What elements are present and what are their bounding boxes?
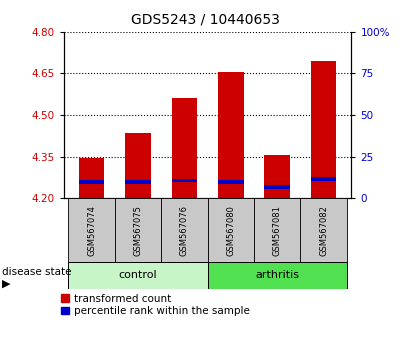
Text: GSM567082: GSM567082 [319, 205, 328, 256]
Text: arthritis: arthritis [255, 270, 299, 280]
Text: GSM567080: GSM567080 [226, 205, 235, 256]
Text: GSM567076: GSM567076 [180, 205, 189, 256]
Bar [172, 178, 197, 182]
Bar [264, 155, 290, 198]
FancyBboxPatch shape [254, 198, 300, 262]
Bar [172, 98, 197, 198]
FancyBboxPatch shape [208, 262, 347, 289]
Text: disease state: disease state [2, 267, 72, 277]
Bar [311, 177, 336, 181]
Bar [79, 158, 104, 198]
Bar [264, 185, 290, 189]
FancyBboxPatch shape [208, 198, 254, 262]
Text: GSM567074: GSM567074 [87, 205, 96, 256]
Bar [218, 180, 243, 183]
Text: control: control [119, 270, 157, 280]
Bar [125, 133, 151, 198]
FancyBboxPatch shape [161, 198, 208, 262]
FancyBboxPatch shape [300, 198, 347, 262]
Text: ▶: ▶ [2, 279, 11, 289]
Text: GSM567075: GSM567075 [134, 205, 143, 256]
Bar [79, 180, 104, 183]
Legend: transformed count, percentile rank within the sample: transformed count, percentile rank withi… [61, 294, 250, 316]
Text: GSM567081: GSM567081 [272, 205, 282, 256]
Bar [218, 72, 244, 198]
FancyBboxPatch shape [115, 198, 161, 262]
Bar [125, 180, 151, 183]
FancyBboxPatch shape [68, 198, 115, 262]
Text: GDS5243 / 10440653: GDS5243 / 10440653 [131, 12, 280, 27]
FancyBboxPatch shape [68, 262, 208, 289]
Bar [311, 61, 336, 198]
